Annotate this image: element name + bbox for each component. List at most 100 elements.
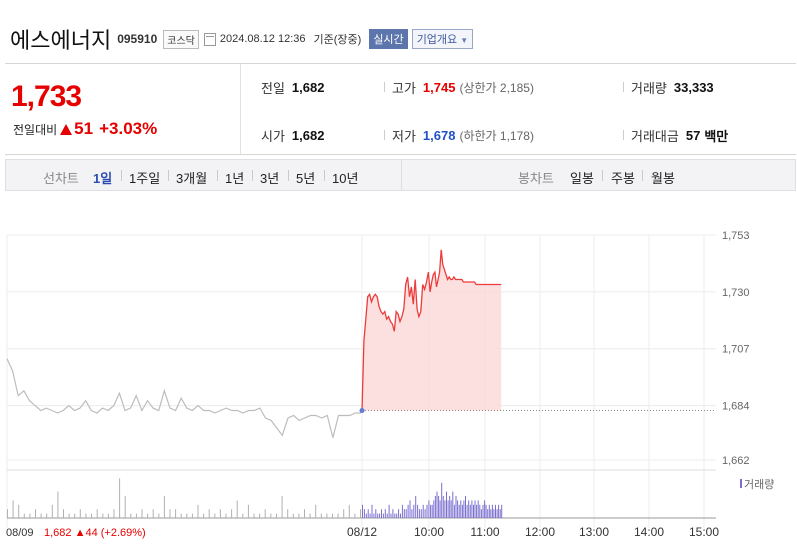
volume-bar: [487, 509, 489, 518]
volume-bar: [18, 504, 20, 518]
volume-bar: [247, 504, 249, 518]
volume-bar: [362, 504, 363, 518]
low-price: 저가 1,678 (하한가 1,178): [392, 126, 534, 145]
volume-bar: [46, 513, 48, 518]
volume-bar: [124, 496, 126, 518]
volume-bar: [373, 513, 375, 518]
volume-bar: [405, 509, 407, 518]
tab-10year[interactable]: 10년: [332, 171, 359, 186]
line-chart-label: 선차트: [43, 171, 79, 186]
volume-bar: [367, 509, 369, 518]
volume: 거래량 33,333: [631, 78, 714, 97]
volume-bar: [468, 500, 470, 518]
volume-bar: [390, 513, 392, 518]
tab-3year[interactable]: 3년: [260, 171, 280, 186]
volume-bar: [298, 513, 300, 518]
volume-bar: [363, 509, 365, 518]
change-percent: +3.03%: [99, 119, 158, 138]
tab-monthly[interactable]: 월봉: [651, 171, 675, 186]
tab-1week[interactable]: 1주일: [129, 171, 161, 186]
x-tick-label: 11:00: [470, 525, 499, 539]
volume-bar: [40, 513, 42, 518]
prev-close-value: 1,682: [291, 80, 325, 95]
current-price: 1,733: [11, 80, 82, 113]
volume-bar: [394, 513, 396, 518]
y-tick-label: 1,662: [722, 455, 750, 467]
volume-bar: [292, 513, 294, 518]
volume-bar: [474, 500, 476, 518]
volume-bar: [369, 513, 371, 518]
divider: [384, 130, 385, 140]
volume-bar: [493, 509, 495, 518]
tab-5year[interactable]: 5년: [296, 171, 316, 186]
volume-bar: [488, 504, 490, 518]
volume-bar: [433, 500, 435, 518]
volume-bar: [382, 513, 384, 518]
candle-chart-label: 봉차트: [518, 171, 554, 186]
volume-bar: [446, 491, 447, 518]
volume-bar: [381, 509, 382, 518]
volume-bar: [428, 500, 430, 518]
upper-limit: (상한가 2,185): [459, 81, 534, 95]
volume-bar: [219, 509, 221, 518]
tab-daily[interactable]: 일봉: [570, 171, 594, 186]
volume-label: 거래량: [631, 81, 667, 96]
volume-bar: [270, 513, 272, 518]
divider: [642, 170, 643, 181]
prev-day-date: 08/09: [6, 527, 34, 539]
volume-bar: [460, 500, 462, 518]
stock-code: 095910: [117, 32, 158, 46]
volume-bar: [461, 504, 463, 518]
volume-bar: [453, 504, 455, 518]
volume-bar: [392, 509, 394, 518]
divider: [401, 160, 402, 190]
volume-bar: [499, 509, 501, 518]
volume-bar: [442, 496, 444, 518]
volume-bar: [415, 496, 417, 518]
volume-bar: [79, 509, 81, 518]
volume-bar: [436, 491, 438, 518]
volume-bar: [242, 513, 244, 518]
y-tick-label: 1,753: [722, 230, 750, 242]
volume-bar: [7, 509, 8, 518]
tab-3month[interactable]: 3개월: [176, 171, 208, 186]
divider: [288, 170, 289, 181]
volume-bar: [12, 500, 14, 518]
volume-bar: [450, 500, 452, 518]
realtime-button[interactable]: 실시간: [369, 29, 408, 49]
tab-1year[interactable]: 1년: [225, 171, 245, 186]
tab-1day[interactable]: 1일: [93, 171, 113, 186]
volume-bar: [455, 496, 457, 518]
volume-bar: [191, 513, 193, 518]
volume-bar: [430, 504, 432, 518]
open-price: 시가 1,682: [261, 126, 324, 145]
volume-bars: [7, 478, 503, 518]
volume-bar: [343, 509, 345, 518]
high-price: 고가 1,745 (상한가 2,185): [392, 78, 534, 97]
volume-bar: [96, 509, 98, 518]
volume-bar: [441, 482, 443, 518]
divider: [623, 130, 624, 140]
volume-bar: [208, 509, 210, 518]
volume-bar: [465, 496, 466, 518]
x-tick-label: 08/12: [347, 525, 377, 539]
company-overview-label: 기업개요: [416, 34, 458, 46]
trade-amount-label: 거래대금: [631, 129, 679, 144]
divider: [217, 170, 218, 181]
volume-legend-label: 거래량: [744, 478, 774, 491]
company-overview-dropdown[interactable]: 기업개요 ▼: [411, 29, 474, 49]
divider: [240, 64, 241, 154]
y-tick-label: 1,684: [722, 401, 750, 413]
tab-weekly[interactable]: 주봉: [611, 171, 635, 186]
volume-bar: [107, 513, 109, 518]
stock-name: 에스에너지: [10, 28, 112, 53]
volume-bar: [401, 504, 403, 518]
volume-bar: [141, 509, 143, 518]
volume-bar: [396, 513, 398, 518]
change-label: 전일대비: [13, 122, 58, 137]
divider: [602, 170, 603, 181]
volume-bar: [281, 496, 283, 518]
volume-bar: [466, 504, 468, 518]
volume-bar: [231, 509, 233, 518]
volume-bar: [431, 504, 433, 518]
